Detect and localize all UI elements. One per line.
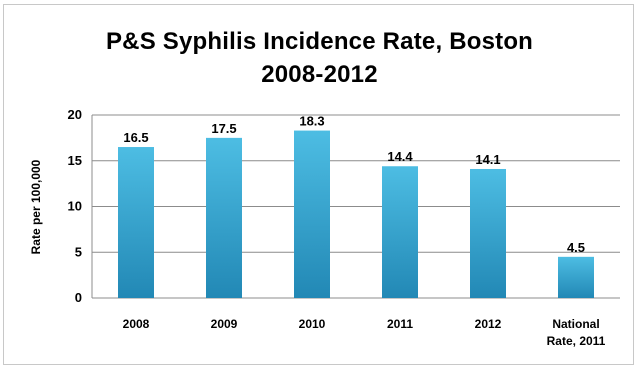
x-tick-label: 2011 <box>387 317 413 331</box>
data-label: 18.3 <box>299 114 324 129</box>
y-tick-label: 15 <box>68 153 82 168</box>
y-tick-label: 5 <box>75 244 82 259</box>
x-tick-label: Rate, 2011 <box>547 334 606 348</box>
data-label: 16.5 <box>123 130 148 145</box>
x-tick-label: 2012 <box>475 317 502 331</box>
bar <box>470 168 506 298</box>
x-tick-label: 2008 <box>123 317 150 331</box>
y-tick-label: 0 <box>75 290 82 305</box>
chart-title: P&S Syphilis Incidence Rate, Boston <box>105 28 534 55</box>
x-tick-label: 2009 <box>211 317 238 331</box>
y-tick-label: 20 <box>68 107 82 122</box>
bar <box>382 166 418 298</box>
chart-subtitle: 2008-2012 <box>261 61 378 88</box>
bar <box>206 137 242 298</box>
data-label: 4.5 <box>567 240 585 255</box>
bar <box>294 130 330 298</box>
x-tick-label: 2010 <box>299 317 326 331</box>
data-label: 14.1 <box>475 152 500 167</box>
bar <box>118 147 154 298</box>
data-label: 14.4 <box>387 149 413 164</box>
bar <box>558 256 594 298</box>
x-tick-label: National <box>552 317 599 331</box>
y-tick-label: 10 <box>68 199 82 214</box>
data-label: 17.5 <box>211 121 236 136</box>
